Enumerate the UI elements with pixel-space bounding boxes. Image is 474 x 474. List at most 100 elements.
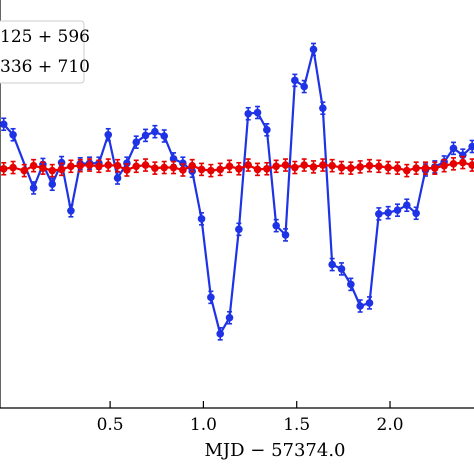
data-point bbox=[393, 164, 402, 172]
data-point bbox=[29, 184, 38, 192]
data-point bbox=[300, 161, 308, 169]
data-point bbox=[160, 163, 169, 172]
data-point bbox=[281, 161, 290, 169]
data-point bbox=[440, 161, 448, 170]
data-point bbox=[393, 206, 402, 214]
data-point bbox=[365, 299, 374, 307]
x-axis-label: MJD − 57374.0 bbox=[204, 440, 345, 461]
series-2 bbox=[0, 155, 474, 178]
data-point bbox=[141, 131, 150, 140]
data-point bbox=[449, 160, 458, 168]
data-point bbox=[95, 162, 103, 171]
data-point bbox=[9, 130, 17, 139]
data-point bbox=[85, 161, 94, 169]
data-point bbox=[113, 161, 122, 170]
data-point bbox=[29, 161, 38, 170]
data-point bbox=[384, 163, 392, 172]
data-point bbox=[20, 166, 29, 175]
data-point bbox=[160, 132, 169, 140]
data-point bbox=[179, 166, 187, 174]
data-point bbox=[309, 45, 318, 54]
series-line bbox=[2, 48, 473, 335]
data-point bbox=[76, 161, 85, 170]
data-point bbox=[151, 164, 159, 172]
data-point bbox=[319, 161, 327, 169]
data-point bbox=[225, 313, 234, 322]
data-point bbox=[188, 161, 197, 170]
data-point bbox=[319, 104, 327, 112]
x-ticks: 0.51.01.52.02 bbox=[97, 401, 404, 435]
data-point bbox=[132, 138, 141, 146]
x-tick-label: 1.0 bbox=[190, 415, 217, 435]
data-point bbox=[328, 161, 336, 170]
data-point bbox=[272, 221, 280, 230]
data-point bbox=[421, 164, 430, 172]
data-point bbox=[104, 130, 113, 139]
data-point bbox=[468, 161, 474, 169]
data-point bbox=[244, 161, 252, 169]
data-point bbox=[263, 164, 271, 173]
data-point bbox=[48, 180, 57, 189]
legend-box bbox=[0, 20, 85, 84]
data-point bbox=[216, 165, 225, 174]
data-point bbox=[309, 163, 318, 171]
data-point bbox=[216, 330, 225, 338]
legend-label-series-2: 336 + 710 bbox=[0, 57, 90, 77]
data-point bbox=[347, 164, 355, 172]
data-point bbox=[459, 158, 467, 167]
data-point bbox=[151, 127, 159, 136]
series-layer bbox=[0, 42, 474, 341]
data-point bbox=[272, 162, 280, 171]
data-point bbox=[132, 162, 141, 171]
data-point bbox=[141, 161, 150, 169]
data-point bbox=[253, 165, 262, 174]
data-point bbox=[225, 162, 234, 171]
data-point bbox=[412, 209, 420, 218]
data-point bbox=[244, 109, 252, 118]
data-point bbox=[0, 164, 8, 173]
data-point bbox=[104, 161, 113, 169]
data-point bbox=[291, 163, 299, 172]
data-point bbox=[356, 163, 364, 171]
data-point bbox=[468, 142, 474, 151]
data-point bbox=[39, 164, 47, 172]
data-point bbox=[403, 166, 411, 175]
data-point bbox=[57, 165, 66, 174]
data-point bbox=[384, 208, 392, 217]
data-point bbox=[67, 207, 75, 215]
data-point bbox=[235, 225, 243, 234]
data-point bbox=[197, 165, 206, 174]
data-point bbox=[431, 164, 439, 172]
axes-frame bbox=[0, 0, 474, 409]
data-point bbox=[0, 120, 8, 129]
data-point bbox=[375, 210, 383, 218]
data-point bbox=[300, 82, 308, 91]
x-tick-label: 1.5 bbox=[283, 415, 310, 435]
data-point bbox=[365, 161, 374, 170]
data-point bbox=[123, 166, 131, 174]
data-point bbox=[9, 163, 17, 172]
data-point bbox=[412, 164, 420, 172]
legend: 125 + 596 336 + 710 bbox=[0, 20, 90, 84]
data-point bbox=[347, 280, 355, 289]
data-point bbox=[328, 260, 336, 269]
data-point bbox=[235, 164, 243, 173]
data-point bbox=[207, 166, 215, 175]
legend-label-series-1: 125 + 596 bbox=[0, 27, 90, 47]
data-point bbox=[113, 174, 122, 182]
data-point bbox=[197, 215, 206, 223]
x-tick-label: 2.0 bbox=[377, 415, 404, 435]
data-point bbox=[263, 126, 271, 134]
series-1 bbox=[0, 42, 474, 341]
data-point bbox=[67, 162, 75, 171]
data-point bbox=[449, 144, 458, 153]
data-point bbox=[356, 302, 364, 310]
data-point bbox=[48, 166, 57, 175]
data-point bbox=[291, 76, 299, 85]
data-point bbox=[337, 265, 346, 273]
data-point bbox=[337, 163, 346, 172]
data-point bbox=[281, 231, 290, 239]
x-tick-label: 0.5 bbox=[97, 415, 124, 435]
data-point bbox=[403, 201, 411, 210]
